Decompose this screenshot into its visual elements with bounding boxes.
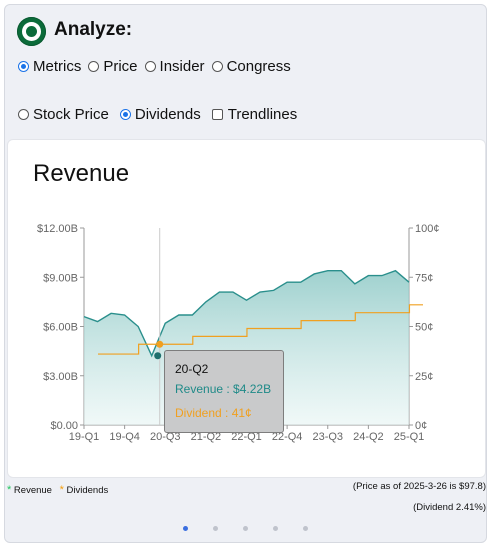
pagination-dot[interactable]: [183, 526, 188, 531]
y-tick-label-left: $3.00B: [43, 371, 78, 383]
view-option-stock-price[interactable]: Stock Price: [18, 106, 109, 123]
revenue-star-icon: *: [7, 484, 12, 496]
carousel-pagination: [183, 526, 333, 531]
pagination-dot[interactable]: [243, 526, 248, 531]
dividend-line: [98, 304, 423, 355]
y-tick-label-left: $9.00B: [43, 272, 78, 284]
x-tick-label: 22-Q4: [272, 431, 303, 443]
pagination-dot[interactable]: [213, 526, 218, 531]
view-option-dividends[interactable]: Dividends: [119, 106, 201, 123]
y-tick-label-left: $0.00: [50, 420, 78, 432]
view-option-group: Stock Price Dividends Trendlines: [18, 106, 304, 123]
tooltip-revenue: Revenue : $4.22B: [175, 382, 272, 396]
mode-radio-group: Metrics Price Insider Congress: [18, 58, 298, 75]
x-tick-label: 21-Q2: [191, 431, 222, 443]
chart-title: Revenue: [33, 160, 130, 187]
x-tick-label: 24-Q2: [353, 431, 384, 443]
legend-dividends: Dividends: [66, 485, 109, 496]
y-tick-label-right: 25¢: [415, 371, 433, 383]
analyze-title: Analyze:: [54, 19, 133, 40]
radio-icon[interactable]: [88, 61, 100, 72]
mode-option-congress[interactable]: Congress: [211, 58, 291, 75]
mode-option-price[interactable]: Price: [88, 58, 138, 75]
pagination-dot[interactable]: [303, 526, 308, 531]
checkbox-icon[interactable]: [211, 109, 223, 120]
x-tick-label: 19-Q4: [109, 431, 140, 443]
dividend-marker: [156, 340, 164, 348]
radio-icon[interactable]: [18, 109, 29, 120]
x-tick-label: 25-Q1: [394, 431, 425, 443]
radio-icon[interactable]: [119, 109, 131, 120]
view-option-trendlines[interactable]: Trendlines: [211, 106, 297, 123]
price-note: (Price as of 2025-3-26 is $97.8): [352, 481, 486, 492]
y-tick-label-left: $12.00B: [37, 223, 78, 235]
x-tick-label: 22-Q1: [231, 431, 262, 443]
legend-revenue: Revenue: [13, 485, 52, 496]
mode-option-metrics[interactable]: Metrics: [18, 58, 81, 75]
radio-icon[interactable]: [211, 61, 223, 72]
radio-icon[interactable]: [144, 61, 156, 72]
y-tick-label-right: 100¢: [415, 223, 439, 235]
chart-legend: * Revenue * Dividends: [7, 484, 108, 496]
y-tick-label-right: 0¢: [415, 420, 427, 432]
pagination-dot[interactable]: [273, 526, 278, 531]
y-tick-label-right: 50¢: [415, 322, 433, 334]
mode-option-insider[interactable]: Insider: [144, 58, 205, 75]
x-tick-label: 23-Q3: [312, 431, 343, 443]
radio-icon[interactable]: [18, 61, 29, 72]
dividend-note: (Dividend 2.41%): [413, 502, 486, 513]
y-tick-label-left: $6.00B: [43, 322, 78, 334]
tooltip-period: 20-Q2: [175, 362, 209, 376]
revenue-marker: [154, 352, 162, 360]
starbucks-logo-icon: [17, 17, 46, 46]
dividend-star-icon: *: [59, 484, 64, 496]
tooltip-dividend: Dividend : 41¢: [175, 406, 252, 420]
x-tick-label: 19-Q1: [69, 431, 100, 443]
x-tick-label: 20-Q3: [150, 431, 181, 443]
revenue-line: [83, 269, 410, 358]
y-tick-label-right: 75¢: [415, 272, 433, 284]
chart-tooltip: 20-Q2 Revenue : $4.22B Dividend : 41¢: [164, 350, 284, 433]
